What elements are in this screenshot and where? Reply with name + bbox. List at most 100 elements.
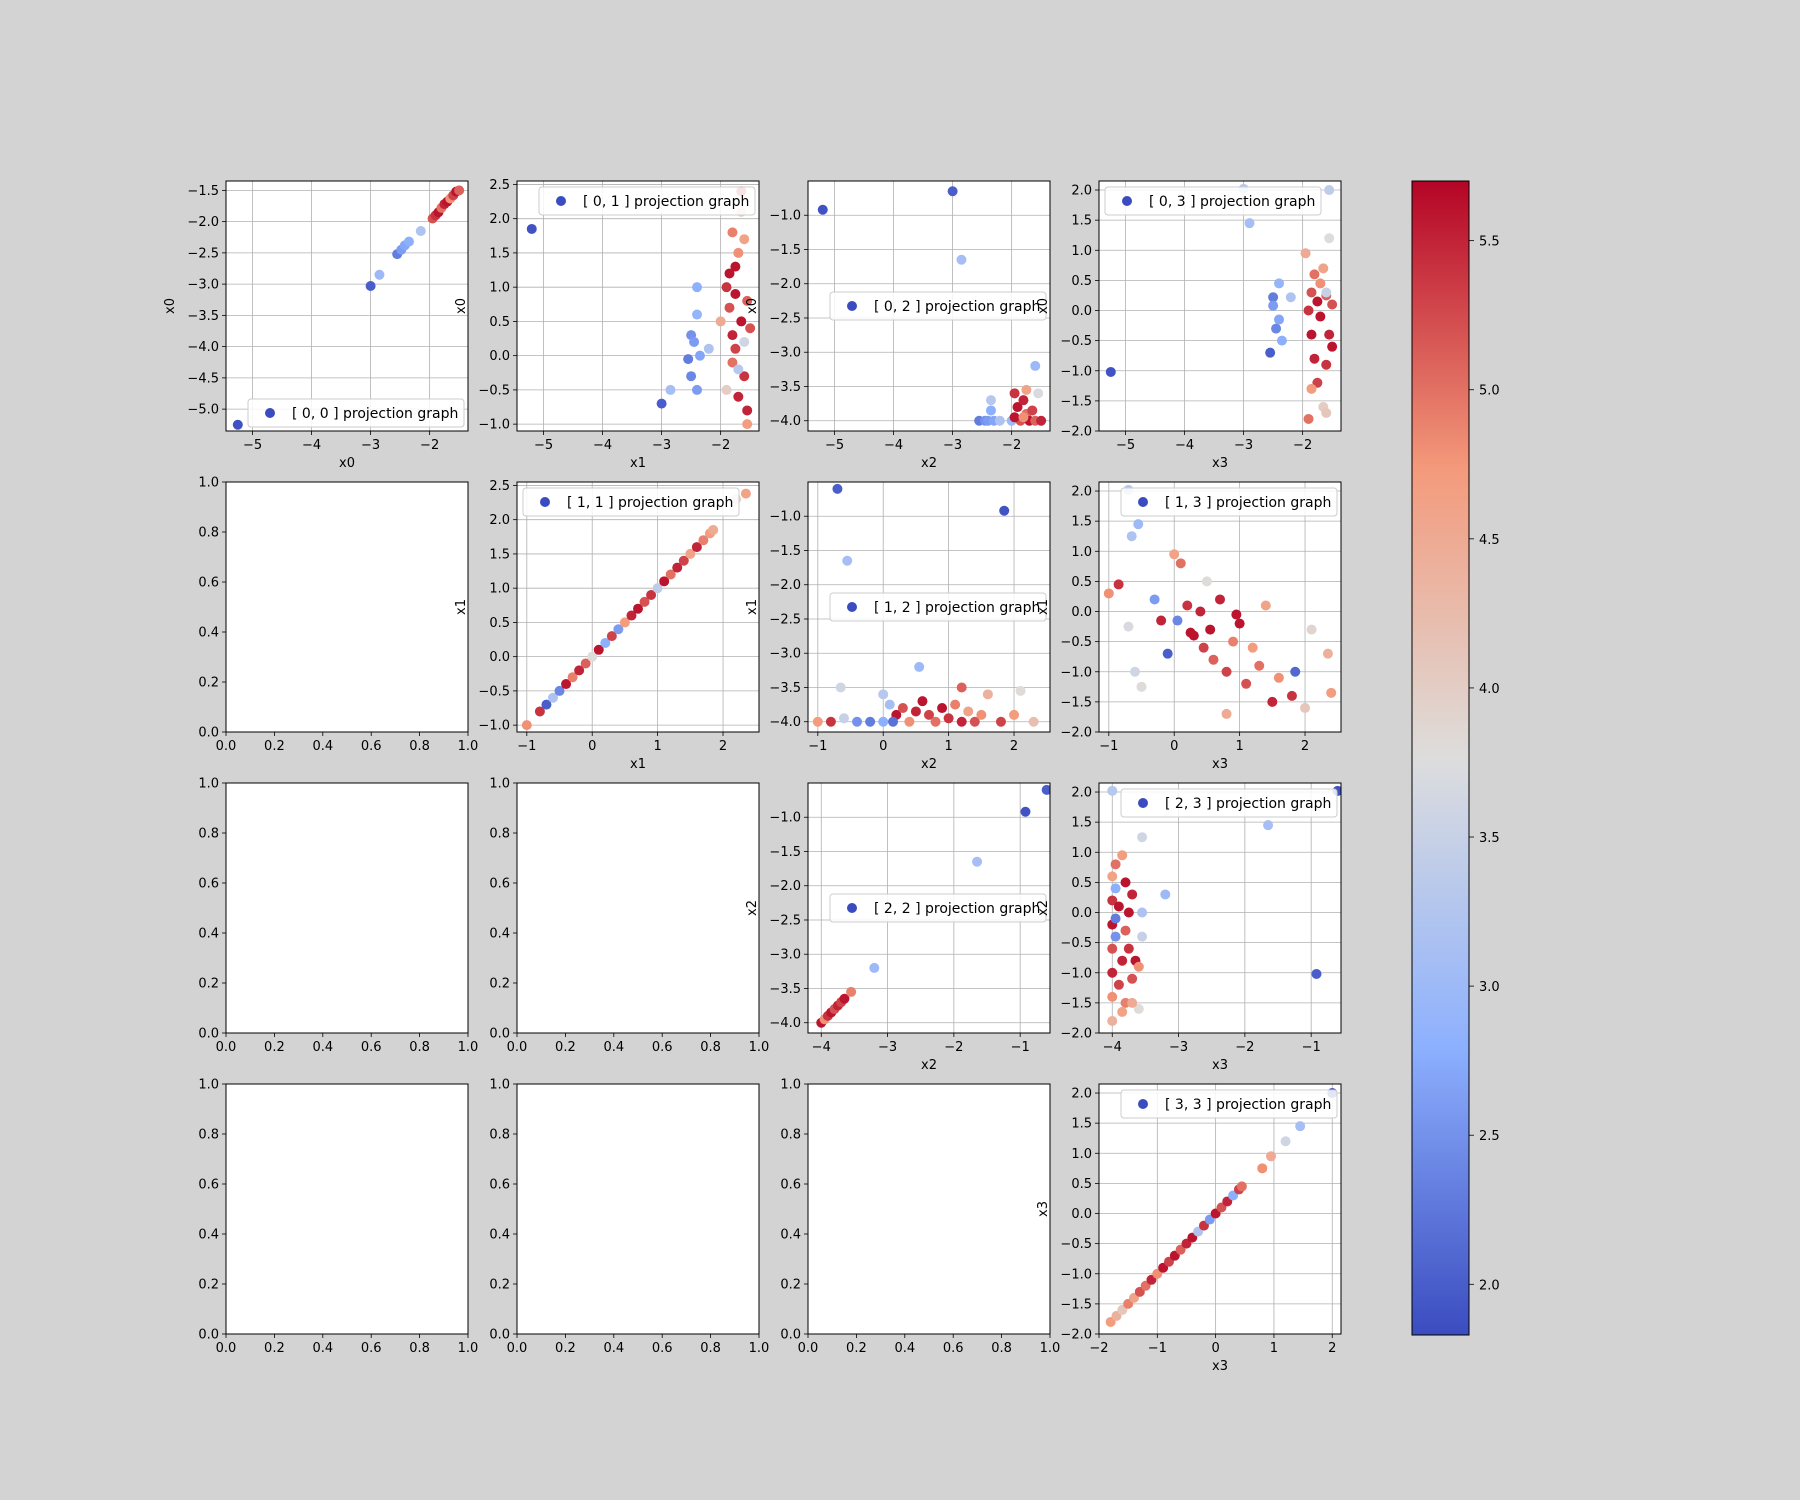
data-point xyxy=(689,336,700,347)
data-point xyxy=(1009,412,1020,423)
legend-box xyxy=(829,592,1047,622)
data-point xyxy=(1267,696,1278,707)
data-point xyxy=(672,562,683,573)
data-point xyxy=(1228,636,1239,647)
data-point xyxy=(969,716,980,727)
data-point xyxy=(1274,314,1285,325)
x-axis-label: x3 xyxy=(1212,1058,1228,1073)
x-tick-label: 0.4 xyxy=(312,739,333,754)
data-point xyxy=(1175,558,1186,569)
y-tick-label: −2.0 xyxy=(1060,726,1092,741)
y-tick-label: −1.0 xyxy=(1060,966,1092,981)
data-point xyxy=(1015,685,1026,696)
y-axis-label: x3 xyxy=(1036,1201,1051,1217)
data-point xyxy=(742,295,753,306)
y-tick-label: 1.0 xyxy=(780,1078,801,1093)
data-point xyxy=(403,236,414,247)
y-tick-label: −2.0 xyxy=(769,578,801,593)
data-point xyxy=(1311,968,1322,979)
y-tick-label: 0.2 xyxy=(198,1278,219,1293)
data-point xyxy=(1162,648,1173,659)
plot-frame xyxy=(1098,782,1342,1034)
x-tick-label: 0.6 xyxy=(943,1341,964,1356)
y-tick-label: 0.2 xyxy=(489,977,510,992)
data-point xyxy=(541,699,552,710)
y-tick-label: 0.0 xyxy=(489,1328,510,1343)
data-point xyxy=(1137,931,1148,942)
data-point xyxy=(1120,925,1131,936)
data-point xyxy=(745,323,756,334)
subplot-0-0: −5 −4 −3 −2 −5.0 −4.5 −4.0 −3.5 −3.0 −2.5 −2.0 −1.5… xyxy=(163,180,469,471)
data-point xyxy=(1110,931,1121,942)
data-point xyxy=(727,330,738,341)
plot-frame xyxy=(225,180,469,432)
y-tick-label: 0.5 xyxy=(1071,274,1092,289)
x-tick-label: −3 xyxy=(878,1040,897,1055)
data-point xyxy=(1133,1003,1144,1014)
x-tick-label: 0.0 xyxy=(798,1341,819,1356)
legend-box xyxy=(1120,788,1338,818)
data-point xyxy=(963,706,974,717)
data-point xyxy=(600,637,611,648)
data-point xyxy=(1201,576,1212,587)
data-point xyxy=(1266,1151,1277,1162)
data-point xyxy=(1300,248,1311,259)
x-tick-label: −5 xyxy=(825,438,844,453)
data-point xyxy=(910,706,921,717)
y-tick-label: 1.0 xyxy=(1071,545,1092,560)
x-tick-label: −3 xyxy=(652,438,671,453)
data-point xyxy=(1324,233,1335,244)
y-tick-label: −0.5 xyxy=(1060,635,1092,650)
y-tick-label: −3.0 xyxy=(187,278,219,293)
data-point xyxy=(917,696,928,707)
x-tick-label: 0.8 xyxy=(700,1341,721,1356)
x-tick-label: 0.2 xyxy=(846,1341,867,1356)
y-tick-label: −3.0 xyxy=(769,647,801,662)
data-point xyxy=(1221,708,1232,719)
data-point xyxy=(914,661,925,672)
x-tick-label: −4 xyxy=(884,438,903,453)
y-tick-label: 1.0 xyxy=(198,1078,219,1093)
plot-frame xyxy=(1098,1083,1342,1335)
y-tick-label: 2.0 xyxy=(1071,184,1092,199)
y-tick-label: 0.8 xyxy=(780,1128,801,1143)
y-tick-label: −2.5 xyxy=(769,612,801,627)
plot-frame xyxy=(516,1083,760,1335)
y-axis-label: x2 xyxy=(745,900,760,916)
data-point xyxy=(454,185,465,196)
x-axis-label: x2 xyxy=(921,1058,937,1073)
data-point xyxy=(1020,806,1031,817)
data-point xyxy=(1185,627,1196,638)
data-point xyxy=(852,716,863,727)
data-point xyxy=(692,384,703,395)
data-point xyxy=(1300,702,1311,713)
y-axis-label: x1 xyxy=(745,599,760,615)
data-point xyxy=(846,986,857,997)
plot-area xyxy=(517,1084,759,1334)
y-tick-label: 0.6 xyxy=(198,877,219,892)
data-point xyxy=(888,716,899,727)
data-point xyxy=(1009,709,1020,720)
data-point xyxy=(721,282,732,293)
data-point xyxy=(817,204,828,215)
data-point xyxy=(1234,618,1245,629)
legend-marker xyxy=(1138,1099,1148,1109)
data-point xyxy=(1009,388,1020,399)
y-tick-label: −1.0 xyxy=(769,811,801,826)
data-point xyxy=(694,350,705,361)
x-tick-label: −4 xyxy=(302,438,321,453)
data-point xyxy=(832,483,843,494)
y-tick-label: 0.8 xyxy=(198,1128,219,1143)
y-tick-label: 1.0 xyxy=(489,582,510,597)
data-point xyxy=(1198,642,1209,653)
data-point xyxy=(1247,642,1258,653)
data-point xyxy=(1276,335,1287,346)
data-point xyxy=(626,610,637,621)
y-tick-label: 1.0 xyxy=(1071,846,1092,861)
y-tick-label: −1.5 xyxy=(769,845,801,860)
y-tick-label: −0.5 xyxy=(1060,936,1092,951)
data-point xyxy=(613,624,624,635)
y-tick-label: 2.5 xyxy=(489,178,510,193)
legend-label: [ 0, 3 ] projection graph xyxy=(1149,194,1315,210)
